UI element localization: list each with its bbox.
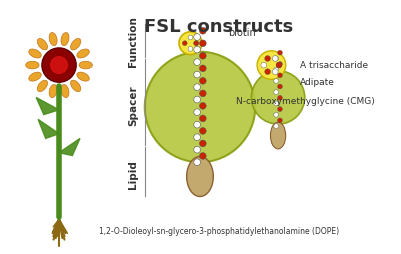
Circle shape <box>193 72 200 79</box>
Text: Adipate: Adipate <box>299 77 334 86</box>
Text: Lipid: Lipid <box>128 160 138 188</box>
Circle shape <box>188 47 192 52</box>
Text: Function: Function <box>128 16 138 67</box>
Ellipse shape <box>26 62 39 70</box>
Circle shape <box>264 70 270 75</box>
Circle shape <box>273 124 278 129</box>
Ellipse shape <box>71 81 81 92</box>
Circle shape <box>275 63 281 69</box>
Circle shape <box>273 57 278 61</box>
Circle shape <box>273 79 278 84</box>
Text: A trisaccharide: A trisaccharide <box>299 60 367 69</box>
Circle shape <box>277 85 282 90</box>
Circle shape <box>182 42 187 46</box>
Circle shape <box>193 42 198 46</box>
Ellipse shape <box>37 81 47 92</box>
Ellipse shape <box>79 62 92 70</box>
Circle shape <box>193 59 200 66</box>
Circle shape <box>273 68 278 73</box>
Circle shape <box>277 107 282 112</box>
Circle shape <box>193 35 200 41</box>
Circle shape <box>251 72 304 125</box>
Circle shape <box>199 140 206 147</box>
Ellipse shape <box>29 50 41 59</box>
Ellipse shape <box>61 85 69 98</box>
Polygon shape <box>38 120 59 139</box>
Ellipse shape <box>77 73 89 82</box>
Circle shape <box>257 52 285 80</box>
Circle shape <box>199 128 206 135</box>
Circle shape <box>277 96 282 101</box>
Circle shape <box>199 53 206 60</box>
Circle shape <box>199 78 206 85</box>
Ellipse shape <box>49 85 57 98</box>
Circle shape <box>273 102 278 106</box>
Circle shape <box>178 33 201 55</box>
Circle shape <box>42 49 76 83</box>
Circle shape <box>199 91 206 97</box>
Circle shape <box>272 70 277 75</box>
Ellipse shape <box>61 33 69 46</box>
Circle shape <box>193 159 200 166</box>
Circle shape <box>277 119 282 123</box>
Ellipse shape <box>49 33 57 46</box>
Circle shape <box>273 90 278 95</box>
Ellipse shape <box>77 50 89 59</box>
Circle shape <box>188 36 192 41</box>
Circle shape <box>199 41 206 47</box>
Circle shape <box>272 56 277 62</box>
Circle shape <box>199 66 206 72</box>
Circle shape <box>273 113 278 118</box>
Text: Spacer: Spacer <box>128 85 138 126</box>
Ellipse shape <box>37 39 47 51</box>
Circle shape <box>264 56 270 62</box>
Circle shape <box>199 103 206 110</box>
Circle shape <box>199 116 206 122</box>
Text: FSL constructs: FSL constructs <box>144 18 293 35</box>
Circle shape <box>193 109 200 116</box>
Circle shape <box>193 147 200 153</box>
Circle shape <box>49 56 69 75</box>
Ellipse shape <box>186 157 213 197</box>
Circle shape <box>193 47 200 54</box>
Text: 1,2-O-Dioleoyl-sn-glycero-3-phosphatidylethanolamine (DOPE): 1,2-O-Dioleoyl-sn-glycero-3-phosphatidyl… <box>99 226 338 235</box>
Text: N-carboxymethyglycine (CMG): N-carboxymethyglycine (CMG) <box>236 97 374 105</box>
Polygon shape <box>59 139 80 156</box>
Circle shape <box>193 122 200 129</box>
Circle shape <box>277 51 282 56</box>
Circle shape <box>277 62 282 67</box>
Circle shape <box>260 63 266 69</box>
Circle shape <box>144 53 255 163</box>
Circle shape <box>199 153 206 160</box>
Circle shape <box>193 134 200 141</box>
Ellipse shape <box>71 39 81 51</box>
Polygon shape <box>36 98 59 115</box>
Circle shape <box>193 97 200 104</box>
Ellipse shape <box>270 123 285 149</box>
Circle shape <box>199 28 206 35</box>
Circle shape <box>193 42 198 46</box>
Circle shape <box>275 63 281 69</box>
Circle shape <box>193 84 200 91</box>
Text: biotin: biotin <box>228 28 256 38</box>
Ellipse shape <box>29 73 41 82</box>
Circle shape <box>277 74 282 78</box>
